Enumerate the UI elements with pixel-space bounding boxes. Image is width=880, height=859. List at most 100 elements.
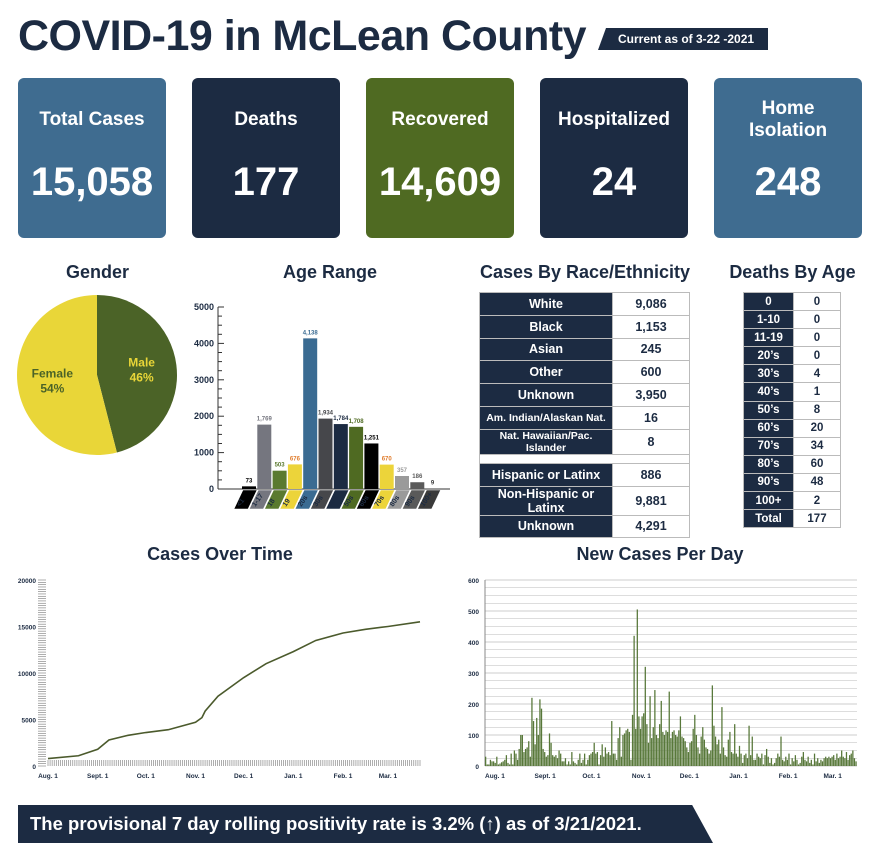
daily-bar <box>619 727 621 766</box>
x-axis-tab <box>325 489 350 510</box>
age-bar-70s <box>379 464 394 489</box>
daily-bar <box>773 762 776 766</box>
positivity-banner: The provisional 7 day rolling positivity… <box>18 805 713 843</box>
daily-bar <box>603 756 605 766</box>
x-axis-tab <box>386 489 411 510</box>
daily-bar <box>797 764 800 766</box>
daily-bar <box>548 733 551 766</box>
daily-bar <box>727 739 729 766</box>
race-title: Cases By Race/Ethnicity <box>479 262 691 282</box>
as-of-badge: Current as of 3-22 -2021 <box>598 28 768 50</box>
daily-bar <box>587 759 589 766</box>
daily-bar <box>694 714 696 766</box>
daily-bar <box>753 759 755 766</box>
daily-bar <box>523 752 525 766</box>
row-value: 600 <box>612 360 690 385</box>
pie-label: Female <box>32 367 74 381</box>
daily-bar <box>697 747 699 766</box>
row-value: 3,950 <box>612 383 690 407</box>
bar-value-label: 1,769 <box>257 417 273 423</box>
age-bar-<1 <box>242 486 256 489</box>
daily-bar <box>505 755 508 766</box>
daily-bar <box>809 762 811 766</box>
y-tick-label: 1000 <box>194 448 214 458</box>
daily-bar <box>590 753 592 766</box>
row-label: Asian <box>479 337 613 362</box>
daily-bar <box>713 725 715 766</box>
daily-bar <box>510 753 512 766</box>
daily-bar <box>636 609 638 766</box>
daily-bar <box>545 756 547 766</box>
daily-bar <box>761 753 763 766</box>
age-bar-50s <box>349 426 364 489</box>
row-label: 1-10 <box>743 310 794 330</box>
x-tick-label: Sept. 1 <box>87 773 109 780</box>
y-tick-label: 600 <box>468 578 479 585</box>
row-value: 1 <box>793 382 841 402</box>
daily-bar <box>633 635 635 766</box>
x-tick-label: Oct. 1 <box>582 773 600 780</box>
daily-bar <box>485 756 487 766</box>
daily-bar <box>486 764 488 766</box>
row-label: 11-19 <box>743 328 794 348</box>
daily-bar <box>759 758 761 766</box>
daily-bar <box>542 748 544 766</box>
row-label: Hispanic or Latinx <box>479 462 613 487</box>
daily-bar <box>767 756 769 766</box>
daily-bar <box>686 747 688 766</box>
table-row: Asian 245 <box>479 337 690 362</box>
daily-bar <box>769 762 771 766</box>
age-bar-40s <box>333 424 348 489</box>
daily-bar <box>815 761 817 766</box>
table-row: 60’s 20 <box>743 418 841 438</box>
daily-bar <box>518 748 520 766</box>
y-tick-label: 0 <box>209 484 214 494</box>
daily-bar <box>786 759 789 766</box>
daily-bar <box>622 735 624 766</box>
gender-title: Gender <box>65 262 130 282</box>
row-label: 100+ <box>743 491 794 511</box>
table-row: 100+ 2 <box>743 491 841 511</box>
row-value: 20 <box>793 418 841 438</box>
daily-bar <box>529 756 531 766</box>
y-tick-label: 300 <box>468 671 479 678</box>
daily-bar <box>620 756 622 766</box>
daily-bar <box>690 741 693 766</box>
stat-label: Recovered <box>391 109 489 130</box>
daily-bar <box>703 739 706 766</box>
daily-bar <box>743 755 745 766</box>
daily-bar <box>534 744 536 766</box>
age-bar-19 <box>287 464 302 489</box>
daily-bar <box>491 761 493 766</box>
daily-bar <box>805 761 808 766</box>
bar-value-label: 670 <box>382 457 393 463</box>
daily-bar <box>582 759 584 766</box>
x-tick-label: Aug. 1 <box>38 773 58 780</box>
row-value: 1,153 <box>612 314 690 339</box>
table-row: White 9,086 <box>479 292 690 316</box>
daily-bar <box>674 735 677 766</box>
row-value: 9,881 <box>612 485 690 516</box>
table-row: Non-Hispanic or Latinx 9,881 <box>479 485 690 516</box>
row-label: 40’s <box>743 382 794 402</box>
daily-bar <box>839 756 841 766</box>
pie-label: Male <box>128 355 155 369</box>
daily-bar <box>817 758 819 766</box>
age-bar-18 <box>272 470 287 489</box>
daily-bar <box>836 753 838 766</box>
table-row: 50’s 8 <box>743 400 841 420</box>
row-value: 48 <box>793 472 841 493</box>
row-label: Nat. Hawaiian/Pac. Islander <box>479 428 613 455</box>
stat-value: 177 <box>232 160 300 204</box>
daily-bar <box>681 736 683 766</box>
daily-bar <box>667 731 669 766</box>
daily-bar <box>742 762 744 766</box>
daily-bar <box>802 752 804 766</box>
age-bar-80s <box>395 476 409 489</box>
daily-bar <box>504 759 506 766</box>
y-tick-label: 0 <box>32 764 36 771</box>
cases-line <box>47 621 421 760</box>
daily-bar <box>850 753 852 766</box>
stat-label: Total Cases <box>39 109 145 130</box>
daily-bar <box>654 690 656 766</box>
